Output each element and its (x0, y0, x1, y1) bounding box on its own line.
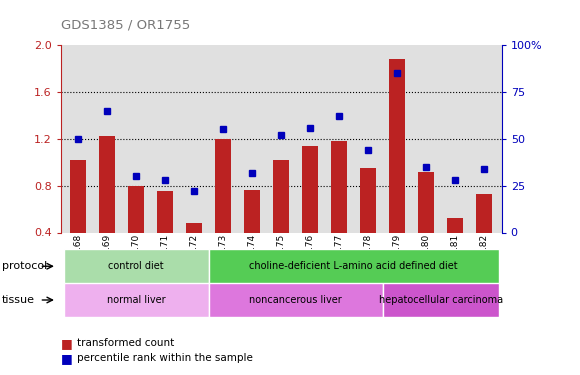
Bar (476, 194, 492, 279)
Bar (389, 59, 405, 279)
Text: control diet: control diet (108, 261, 164, 271)
Bar (157, 192, 173, 279)
Text: transformed count: transformed count (77, 338, 175, 348)
Bar (447, 218, 463, 279)
Text: hepatocellular carcinoma: hepatocellular carcinoma (379, 295, 503, 305)
Text: tissue: tissue (2, 295, 35, 305)
Bar (215, 139, 231, 279)
Bar (186, 223, 202, 279)
Text: choline-deficient L-amino acid defined diet: choline-deficient L-amino acid defined d… (249, 261, 458, 271)
Bar (360, 168, 376, 279)
Bar (418, 172, 434, 279)
Bar (64, 249, 209, 283)
Bar (209, 283, 383, 317)
Text: protocol: protocol (2, 261, 47, 271)
Bar (99, 136, 115, 279)
Bar (383, 283, 499, 317)
Bar (302, 146, 318, 279)
Bar (244, 190, 260, 279)
Bar (128, 186, 144, 279)
Text: normal liver: normal liver (107, 295, 166, 305)
Bar (273, 160, 289, 279)
Text: percentile rank within the sample: percentile rank within the sample (77, 353, 253, 363)
Text: ■: ■ (61, 337, 72, 350)
Text: GDS1385 / OR1755: GDS1385 / OR1755 (61, 19, 190, 32)
Text: noncancerous liver: noncancerous liver (249, 295, 342, 305)
Bar (64, 283, 209, 317)
Bar (331, 141, 347, 279)
Text: ■: ■ (61, 352, 72, 364)
Bar (70, 160, 86, 279)
Bar (209, 249, 499, 283)
